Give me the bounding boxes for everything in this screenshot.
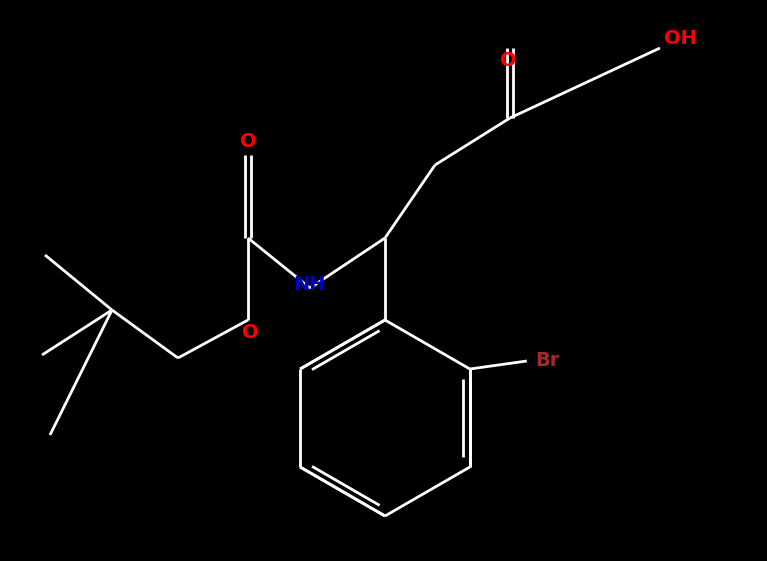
Text: O: O bbox=[242, 324, 258, 343]
Text: OH: OH bbox=[663, 29, 696, 48]
Text: O: O bbox=[239, 132, 256, 151]
Text: O: O bbox=[499, 52, 516, 71]
Text: Br: Br bbox=[535, 352, 560, 370]
Text: NH: NH bbox=[294, 275, 326, 295]
